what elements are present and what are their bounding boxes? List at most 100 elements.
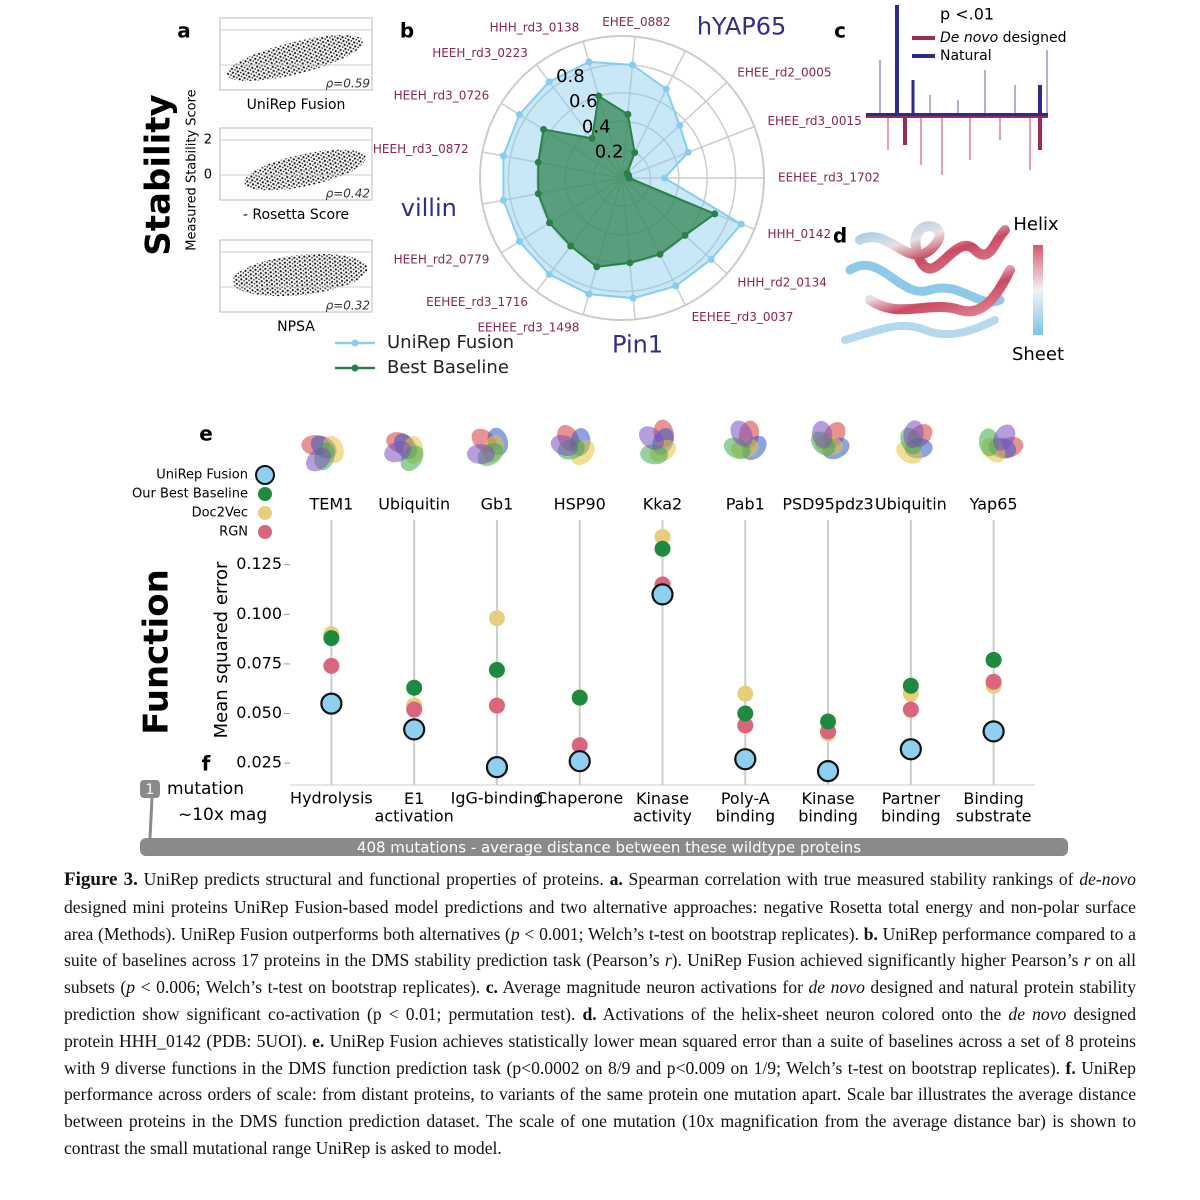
scatter-cloud xyxy=(232,253,368,297)
caption-text: designed mini proteins UniRep Fusion-bas… xyxy=(64,896,1136,944)
legend-label: Our Best Baseline xyxy=(132,487,248,502)
data-point xyxy=(820,713,837,730)
caption-text: a. xyxy=(609,869,623,889)
caption-text: p xyxy=(126,977,136,998)
caption-text: Figure 3. xyxy=(64,869,138,890)
protein-structure xyxy=(810,420,850,460)
plot-frame xyxy=(219,239,373,313)
radar-point xyxy=(515,238,523,246)
legend-label: UniRep Fusion xyxy=(156,468,248,483)
data-point xyxy=(571,689,588,706)
caption-text: r xyxy=(1083,950,1091,971)
category-label: HHH_rd3_0138 xyxy=(490,20,580,34)
data-point xyxy=(816,760,840,783)
radar-point xyxy=(499,196,507,204)
legend-label: RGN xyxy=(219,525,248,540)
category-label: EEHEE_rd3_0037 xyxy=(692,310,794,324)
y-tick-label: 0 xyxy=(204,168,212,183)
panel-label: a xyxy=(177,19,191,43)
radar-point xyxy=(534,158,542,166)
data-point xyxy=(406,701,423,718)
caption-text: < 0.001; Welch’s t-test on bootstrap rep… xyxy=(519,923,864,944)
protein-structure xyxy=(384,432,424,472)
caption-text: de novo xyxy=(808,977,865,998)
colorbar-high: Helix xyxy=(1013,214,1059,235)
scale-bar xyxy=(140,838,1068,856)
protein-ribbon xyxy=(841,221,1015,344)
protein-structure xyxy=(550,425,595,466)
radar-point xyxy=(593,263,601,271)
y-tick-label: 0.025 xyxy=(236,753,282,772)
data-point xyxy=(488,697,505,714)
protein-structure xyxy=(301,435,344,472)
radar-point xyxy=(711,210,719,218)
radar-point xyxy=(515,110,523,118)
data-point xyxy=(902,701,919,718)
data-point xyxy=(406,679,423,696)
legend-swatch xyxy=(351,339,359,347)
data-point xyxy=(323,657,340,674)
panel-label: d xyxy=(833,224,847,248)
radial-tick-label: 0.8 xyxy=(556,66,585,87)
plot-frame xyxy=(219,17,373,91)
data-point xyxy=(737,685,754,702)
category-label: HEEH_rd2_0779 xyxy=(394,253,490,267)
data-point xyxy=(985,651,1002,668)
radar-point xyxy=(662,85,670,93)
protein-structure xyxy=(723,420,767,461)
category-label: Pin1 xyxy=(612,330,663,358)
radar-point xyxy=(499,152,507,160)
protein-name: PSD95pdz3 xyxy=(782,495,873,514)
category-label: villin xyxy=(401,194,457,222)
caption: Figure 3. UniRep predicts structural and… xyxy=(64,866,1136,1162)
y-axis-label: Mean squared error xyxy=(211,561,232,738)
protein-name: Gb1 xyxy=(481,495,514,514)
caption-text: UniRep Fusion achieves statistically low… xyxy=(64,1030,1136,1078)
radar-spoke xyxy=(621,81,728,179)
caption-text: d. xyxy=(582,1003,597,1024)
scale-bar-label: 408 mutations - average distance between… xyxy=(357,839,861,857)
x-axis-label: - Rosetta Score xyxy=(243,207,349,223)
data-point xyxy=(571,737,588,754)
legend-label: De novo designed xyxy=(940,30,1067,46)
data-point xyxy=(902,677,919,694)
data-point xyxy=(737,717,754,734)
radar-point xyxy=(534,190,542,198)
annotation: p <.01 xyxy=(940,5,994,24)
category-label: EHEE_0882 xyxy=(602,15,670,29)
radar-point xyxy=(629,294,637,302)
legend-label: Natural xyxy=(940,48,992,64)
category-label: HHH_0142 xyxy=(767,227,831,241)
protein-name: TEM1 xyxy=(308,495,353,514)
section-title: Stability xyxy=(139,94,179,255)
data-point xyxy=(737,705,754,722)
y-tick-label: 0.050 xyxy=(236,703,282,722)
protein-structure-part xyxy=(384,441,412,463)
y-tick-label: 2 xyxy=(204,133,212,148)
scatter-cloud xyxy=(226,35,364,81)
y-tick-label: 0.075 xyxy=(236,653,282,672)
legend-label: Natural xyxy=(940,48,992,64)
category-label: EEHEE_rd3_1498 xyxy=(477,321,579,335)
data-point xyxy=(985,673,1002,690)
data-point xyxy=(654,528,671,545)
radar-point xyxy=(626,259,634,267)
radar-point xyxy=(585,58,593,66)
caption-text: Average magnitude neuron activations for xyxy=(497,977,809,998)
protein-structure-part xyxy=(812,420,833,449)
category-label: HEEH_rd3_0223 xyxy=(432,46,528,60)
legend-swatch xyxy=(351,364,359,372)
data-point xyxy=(323,630,340,647)
radar-point xyxy=(595,92,603,100)
data-point xyxy=(488,661,505,678)
activation-bars xyxy=(866,5,1048,175)
data-point xyxy=(403,718,426,741)
rho-label: ρ=0.32 xyxy=(326,299,370,313)
x-tick-label: Chaperone xyxy=(536,789,623,808)
protein-structure-part xyxy=(305,447,331,472)
radial-tick-label: 0.4 xyxy=(582,116,611,137)
caption-text: UniRep performance across orders of scal… xyxy=(64,1057,1136,1158)
x-tick-label: Poly-A binding xyxy=(715,789,775,826)
data-point xyxy=(320,692,343,715)
legend-label: UniRep Fusion xyxy=(387,332,514,353)
